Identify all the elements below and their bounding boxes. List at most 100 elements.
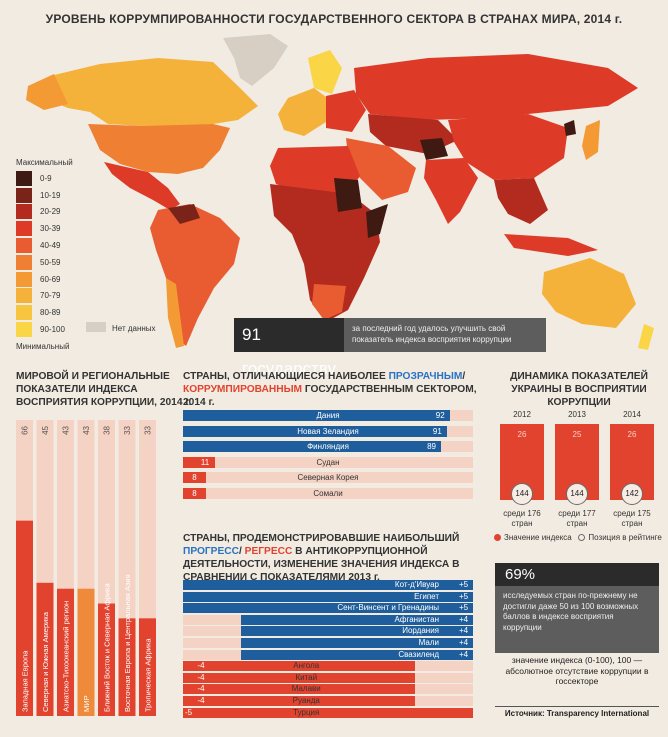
regional-category-label: Восточная Европа и Центральная Азия [123, 574, 132, 712]
regional-category-label: Северная и Южная Америка [41, 611, 50, 712]
progress-country-label: Египет [414, 591, 439, 601]
legend-swatch [16, 238, 32, 254]
transparency-bar [183, 456, 215, 468]
progress-bar [183, 672, 415, 683]
progress-country-label: Афганистан [394, 614, 439, 624]
transparency-row: Северная Корея 8 [183, 472, 473, 483]
progress-row: Руанда -4 [183, 696, 473, 706]
regional-category-label: Ближний Восток и Северная Африка [103, 583, 112, 712]
progress-row: Иордания +4 [183, 626, 473, 637]
progress-bar [183, 603, 473, 614]
progress-row: Китай -4 [183, 672, 473, 683]
progress-country-label: Мали [418, 638, 439, 647]
map-north-korea [564, 120, 576, 136]
progress-bar [241, 614, 473, 625]
page-title: УРОВЕНЬ КОРРУМПИРОВАННОСТИ ГОСУДАРСТВЕНН… [45, 12, 623, 26]
progress-row: Египет +5 [183, 591, 473, 602]
regional-value-label: 43 [82, 425, 91, 434]
transparency-country-label: Северная Корея [297, 473, 359, 482]
legend-swatch [16, 254, 32, 270]
transparency-value-label: 89 [427, 442, 436, 451]
progress-bar [183, 580, 473, 590]
legend-row: 70-79 [16, 288, 136, 305]
regional-bar [139, 618, 156, 716]
regional-value-label: 43 [62, 425, 71, 434]
regional-value-label: 45 [41, 425, 50, 434]
regional-bar [57, 588, 74, 716]
regional-value-label: 38 [103, 425, 112, 434]
tr-title-part-1: СТРАНЫ, ОТЛИЧАЮЩИЕСЯ НАИБОЛЕЕ [183, 371, 389, 382]
map-india [424, 158, 478, 224]
ukraine-chart-title: ДИНАМИКА ПОКАЗАТЕЛЕЙ УКРАИНЫ В ВОСПРИЯТИ… [510, 371, 648, 408]
progress-row: Сент-Винсент и Гренадины +5 [183, 603, 473, 614]
ukraine-legend: Значение индекса Позиция в рейтинге [494, 533, 662, 542]
progress-value-label: -5 [185, 707, 193, 717]
pr-title-slash: / [239, 546, 245, 557]
legend-bin-label: 80-89 [40, 308, 61, 318]
progress-row: Мали +4 [183, 638, 473, 648]
index-note: значение индекса (0-100), 100 — абсолютн… [505, 655, 649, 686]
legend-index-dot [494, 534, 501, 541]
map-middle-east [346, 138, 416, 200]
progress-bar [183, 707, 473, 718]
legend-bin-label: 10-19 [40, 190, 61, 200]
map-new-zealand [638, 324, 654, 350]
legend-rank-label: Позиция в рейтинге [588, 533, 662, 542]
ukraine-year-label: 2013 [568, 410, 586, 419]
no-data-label: Нет данных [112, 324, 156, 333]
transparency-row: Финляндия 89 [183, 441, 473, 452]
map-legend: Максимальный 0-9 10-19 20-29 30-39 40-49 50-5… [16, 158, 136, 351]
ukraine-index-value: 26 [627, 430, 637, 439]
progress-country-label: Сент-Винсент и Гренадины [337, 603, 439, 613]
legend-index-label: Значение индекса [504, 533, 572, 542]
map-alaska [26, 74, 68, 110]
stat-text: исследуемых стран по-прежнему не достигл… [503, 591, 639, 632]
ukraine-rank-badge: 144 [566, 483, 588, 505]
legend-bin-label: 60-69 [40, 274, 61, 284]
transparency-value-label: 8 [192, 473, 197, 482]
progress-country-label: Руанда [292, 696, 320, 705]
progress-bar [241, 626, 473, 637]
transparency-bar-track [183, 456, 473, 468]
progress-value-label: +4 [459, 626, 469, 636]
legend-swatch [16, 271, 32, 287]
regional-bar [77, 588, 95, 716]
legend-bin-label: 90-100 [40, 325, 65, 335]
progress-row: Ангола -4 [183, 661, 473, 672]
ukraine-index-value: 25 [572, 430, 582, 439]
regional-value-label: 33 [144, 425, 153, 434]
progress-row: Турция -5 [183, 707, 473, 718]
regional-category-label: МИР [82, 695, 91, 712]
regional-value-label: 33 [123, 425, 132, 434]
map-usa [88, 124, 230, 174]
regional-chart-title: МИРОВОЙ И РЕГИОНАЛЬНЫЕ ПОКАЗАТЕЛИ ИНДЕКС… [16, 371, 192, 408]
legend-swatch [16, 288, 32, 304]
map-sudan [334, 178, 362, 212]
progress-bar [183, 591, 473, 602]
progress-country-label: Свазиленд [398, 649, 439, 659]
ukraine-year-label: 2014 [623, 410, 641, 419]
progress-value-label: -4 [197, 661, 205, 671]
legend-row: 50-59 [16, 254, 136, 271]
progress-country-label: Кот-д'Ивуар [394, 580, 439, 589]
transparency-country-label: Финляндия [307, 442, 349, 451]
legend-row: 40-49 [16, 237, 136, 254]
stat-percent: 69% [495, 563, 659, 586]
transparency-value-label: 11 [200, 457, 210, 467]
map-china [448, 114, 568, 180]
regional-bar [36, 582, 54, 716]
progress-row: Свазиленд +4 [183, 649, 473, 660]
map-southeast-asia [494, 178, 548, 224]
progress-row: Малави -4 [183, 684, 473, 695]
ukraine-year-label: 2012 [513, 410, 531, 419]
transparency-bar [183, 425, 447, 437]
progress-value-label: +5 [459, 591, 469, 601]
transparency-bar [183, 410, 450, 421]
map-north-america-north [48, 58, 258, 126]
map-south-america [150, 204, 240, 346]
progress-value-label: -4 [197, 684, 205, 694]
transparency-row: Сомали 8 [183, 487, 473, 499]
legend-row: 20-29 [16, 204, 136, 221]
transparency-value-label: 91 [432, 426, 442, 436]
transparency-row: Судан 11 [183, 456, 473, 468]
